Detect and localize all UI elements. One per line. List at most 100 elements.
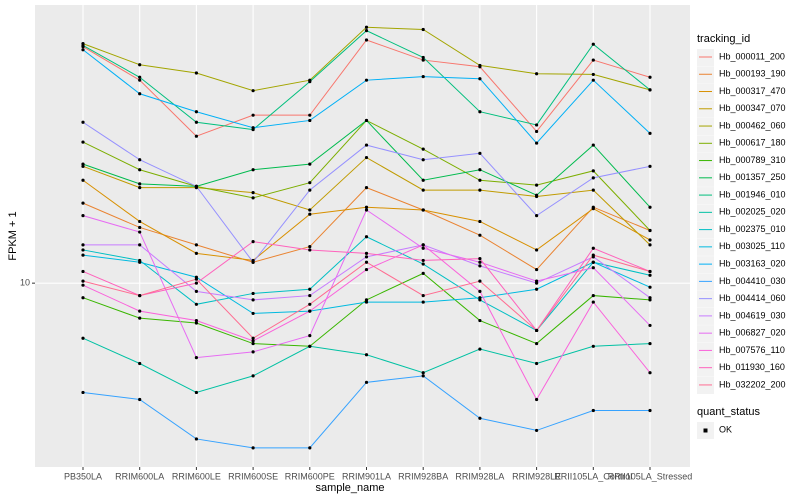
data-point [591, 246, 595, 250]
data-point [308, 344, 312, 348]
legend-swatch [703, 428, 708, 433]
data-point [648, 205, 652, 209]
data-point [194, 120, 198, 124]
data-point [81, 43, 85, 48]
data-point [535, 193, 539, 197]
data-point [421, 300, 425, 304]
data-point [648, 88, 652, 92]
data-point [591, 78, 595, 82]
x-tick-label: RRIM928LA [455, 471, 504, 481]
data-point [138, 168, 142, 172]
data-point [138, 397, 142, 402]
legend-label: Hb_003163_020 [719, 258, 786, 268]
y-tick-label: 10 [20, 278, 30, 288]
data-point [81, 296, 85, 300]
legend-label: Hb_001946_010 [719, 189, 786, 199]
data-point [81, 48, 85, 52]
data-point [251, 339, 255, 343]
data-point [591, 206, 595, 211]
data-point [194, 390, 198, 395]
data-point [81, 164, 85, 168]
data-point [478, 219, 482, 224]
data-point [591, 408, 595, 413]
data-point [364, 185, 369, 190]
data-point [364, 380, 369, 384]
data-point [648, 131, 652, 135]
data-point [421, 262, 425, 266]
data-point [308, 446, 312, 450]
data-point [364, 118, 369, 123]
data-point [478, 151, 482, 155]
data-point [421, 55, 425, 60]
data-point [535, 248, 539, 252]
legend-label: Hb_000462_060 [719, 120, 786, 130]
legend-title: quant_status [697, 406, 760, 418]
data-point [308, 244, 312, 249]
data-point [308, 80, 312, 84]
data-point [478, 289, 482, 293]
data-point [138, 219, 142, 224]
data-point [478, 347, 482, 351]
data-point [478, 279, 482, 283]
data-point [251, 260, 255, 264]
data-point [81, 243, 85, 247]
data-point [591, 143, 595, 147]
data-point [81, 279, 85, 283]
data-point [591, 300, 595, 304]
data-point [535, 267, 539, 272]
data-point [535, 123, 539, 127]
data-point [194, 243, 198, 247]
data-point [364, 25, 369, 29]
data-point [194, 281, 198, 285]
data-point [138, 182, 142, 186]
legend-label: Hb_000347_070 [719, 103, 786, 113]
legend-label: Hb_004619_030 [719, 310, 786, 320]
data-point [535, 72, 539, 76]
legend-title: tracking_id [697, 33, 750, 45]
data-point [421, 243, 425, 247]
data-point [648, 323, 652, 328]
data-point [421, 178, 425, 182]
data-point [421, 246, 425, 250]
legend-label: Hb_003025_110 [719, 241, 785, 251]
data-point [81, 140, 85, 144]
data-point [591, 72, 595, 77]
data-point [591, 253, 595, 257]
data-point [478, 416, 482, 420]
data-point [535, 287, 539, 291]
data-point [591, 260, 595, 264]
data-point [421, 27, 425, 32]
data-point [81, 253, 85, 257]
data-point [591, 58, 595, 62]
legend-key [697, 118, 714, 136]
data-point [478, 188, 482, 192]
data-point [421, 147, 425, 151]
data-point [194, 437, 198, 441]
data-point [591, 266, 595, 270]
data-point [81, 336, 85, 340]
data-point [308, 293, 312, 298]
data-point [535, 279, 539, 283]
data-point [591, 293, 595, 298]
data-point [364, 29, 369, 33]
data-point [194, 110, 198, 114]
data-point [251, 350, 255, 354]
legend-label: Hb_011930_160 [719, 362, 785, 372]
data-point [478, 318, 482, 323]
data-point [138, 92, 142, 96]
legend-label: Hb_000011_200 [719, 51, 785, 61]
x-tick-label: RRIM901LA [342, 471, 391, 481]
data-point [421, 74, 425, 79]
legend-label: Hb_000789_310 [719, 155, 786, 165]
data-point [308, 181, 312, 185]
data-point [251, 196, 255, 200]
data-point [194, 184, 198, 188]
data-point [364, 255, 369, 259]
x-tick-label: RRIM600LE [172, 471, 221, 481]
data-point [364, 260, 369, 264]
data-point [421, 58, 425, 62]
data-point [648, 341, 652, 346]
data-point [421, 371, 425, 375]
data-point [81, 162, 85, 166]
